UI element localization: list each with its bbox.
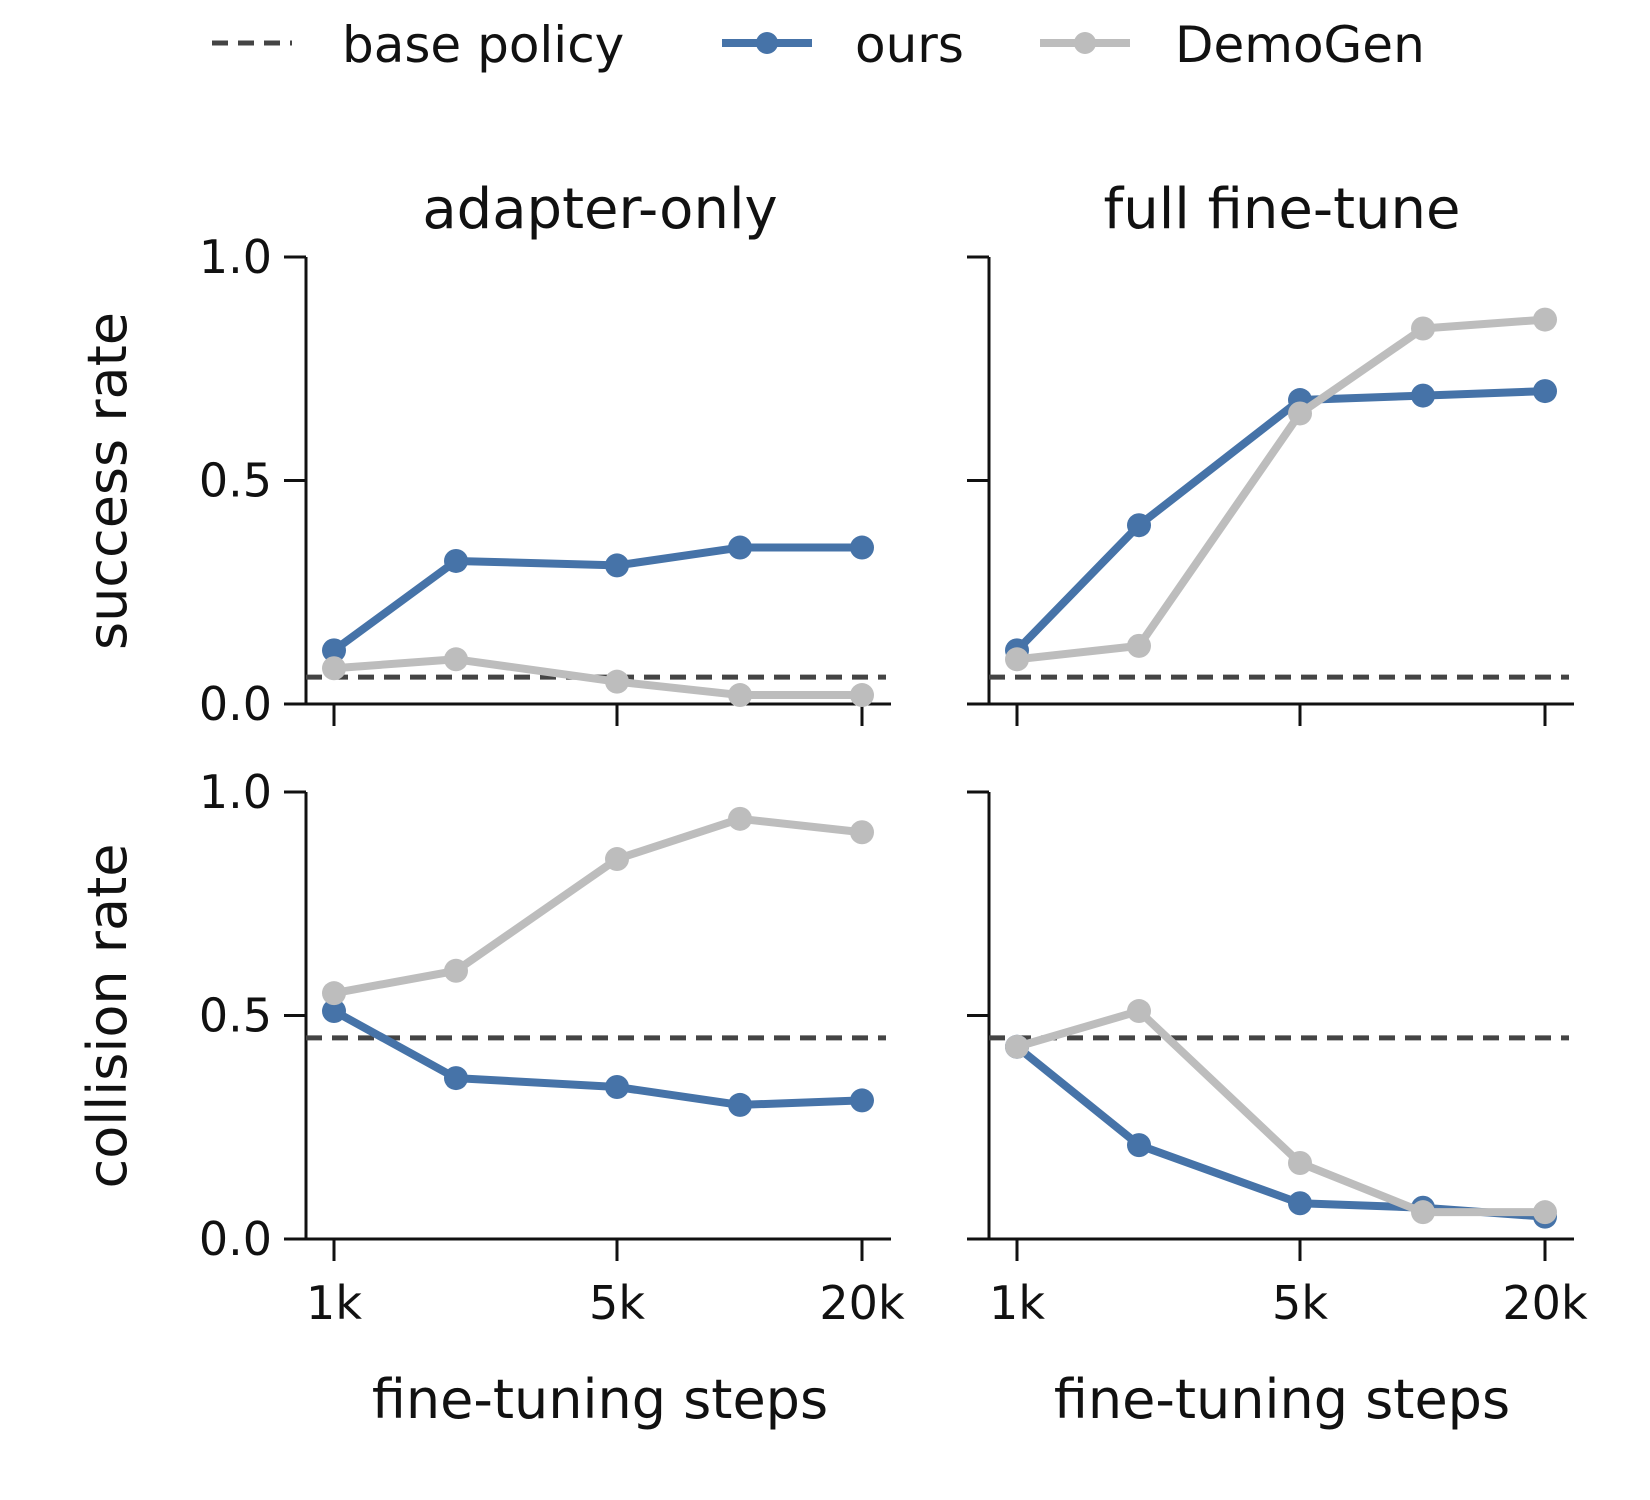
data-point bbox=[728, 535, 752, 560]
series-demogen bbox=[1005, 999, 1557, 1225]
xlabel-right: fine-tuning steps bbox=[1054, 1368, 1510, 1431]
series-demogen bbox=[322, 806, 874, 1006]
data-point bbox=[1533, 307, 1557, 332]
panel-title-full-fine-tune: full fine-tune bbox=[1104, 177, 1461, 242]
data-point bbox=[605, 553, 629, 578]
data-point bbox=[1127, 513, 1151, 538]
legend-ours-marker bbox=[756, 32, 778, 54]
ylabel-collision-rate: collision rate bbox=[76, 844, 139, 1189]
y-tick-label: 1.0 bbox=[199, 765, 272, 819]
data-point bbox=[850, 820, 874, 845]
data-point bbox=[444, 958, 468, 983]
x-tick-label: 5k bbox=[589, 1276, 645, 1330]
x-tick-label: 20k bbox=[819, 1276, 905, 1330]
data-point bbox=[1533, 1200, 1557, 1225]
series-demogen bbox=[322, 647, 874, 708]
data-point bbox=[1288, 1191, 1312, 1216]
data-point bbox=[444, 1066, 468, 1091]
legend: base policy ours DemoGen bbox=[212, 16, 1425, 74]
data-point bbox=[1411, 383, 1435, 408]
data-point bbox=[322, 981, 346, 1006]
data-point bbox=[605, 847, 629, 872]
data-point bbox=[1533, 379, 1557, 404]
series-ours bbox=[1005, 379, 1557, 663]
data-point bbox=[322, 999, 346, 1024]
ylabel-success-rate: success rate bbox=[76, 312, 139, 650]
series-ours bbox=[322, 535, 874, 663]
data-point bbox=[605, 1075, 629, 1100]
data-point bbox=[322, 656, 346, 681]
panel-title-adapter-only: adapter-only bbox=[422, 177, 777, 242]
data-point bbox=[1288, 401, 1312, 426]
series-ours bbox=[322, 999, 874, 1117]
y-tick-label: 1.0 bbox=[199, 230, 272, 284]
panel-collision-full-fine-tune: 1k 5k 20k bbox=[967, 790, 1588, 1330]
legend-demogen-label: DemoGen bbox=[1175, 16, 1425, 74]
data-point bbox=[1005, 647, 1029, 672]
y-tick-label: 0.5 bbox=[199, 989, 272, 1043]
y-tick-label: 0.0 bbox=[199, 1212, 272, 1266]
data-point bbox=[728, 683, 752, 708]
data-point bbox=[1005, 1034, 1029, 1059]
y-tick-label: 0.0 bbox=[199, 677, 272, 731]
data-point bbox=[850, 1088, 874, 1113]
x-tick-label: 1k bbox=[989, 1276, 1045, 1330]
data-point bbox=[1127, 999, 1151, 1024]
data-point bbox=[1411, 316, 1435, 341]
data-point bbox=[1127, 633, 1151, 658]
data-point bbox=[1127, 1133, 1151, 1158]
panel-collision-adapter-only: 0.0 0.5 1.0 1k 5k 20k bbox=[199, 765, 905, 1330]
data-point bbox=[850, 535, 874, 560]
data-point bbox=[605, 669, 629, 694]
series-demogen bbox=[1005, 307, 1557, 672]
data-point bbox=[728, 806, 752, 831]
data-point bbox=[728, 1092, 752, 1117]
panel-success-adapter-only: 0.0 0.5 1.0 bbox=[199, 230, 891, 731]
x-tick-label: 1k bbox=[306, 1276, 362, 1330]
legend-ours-label: ours bbox=[855, 16, 964, 74]
data-point bbox=[850, 683, 874, 708]
data-point bbox=[444, 548, 468, 573]
data-point bbox=[1411, 1200, 1435, 1225]
legend-demogen-marker bbox=[1074, 32, 1096, 54]
panel-success-full-fine-tune bbox=[967, 255, 1574, 726]
data-point bbox=[1288, 1151, 1312, 1176]
plot-panels: 0.0 0.5 1.0 0.0 0.5 1.0 1k 5k 20k 1k 5k 20k bbox=[199, 230, 1588, 1330]
x-tick-label: 20k bbox=[1502, 1276, 1588, 1330]
xlabel-left: fine-tuning steps bbox=[372, 1368, 828, 1431]
data-point bbox=[444, 647, 468, 672]
data-point bbox=[322, 638, 346, 663]
legend-base-policy-label: base policy bbox=[342, 16, 624, 74]
y-tick-label: 0.5 bbox=[199, 454, 272, 508]
x-tick-label: 5k bbox=[1272, 1276, 1328, 1330]
